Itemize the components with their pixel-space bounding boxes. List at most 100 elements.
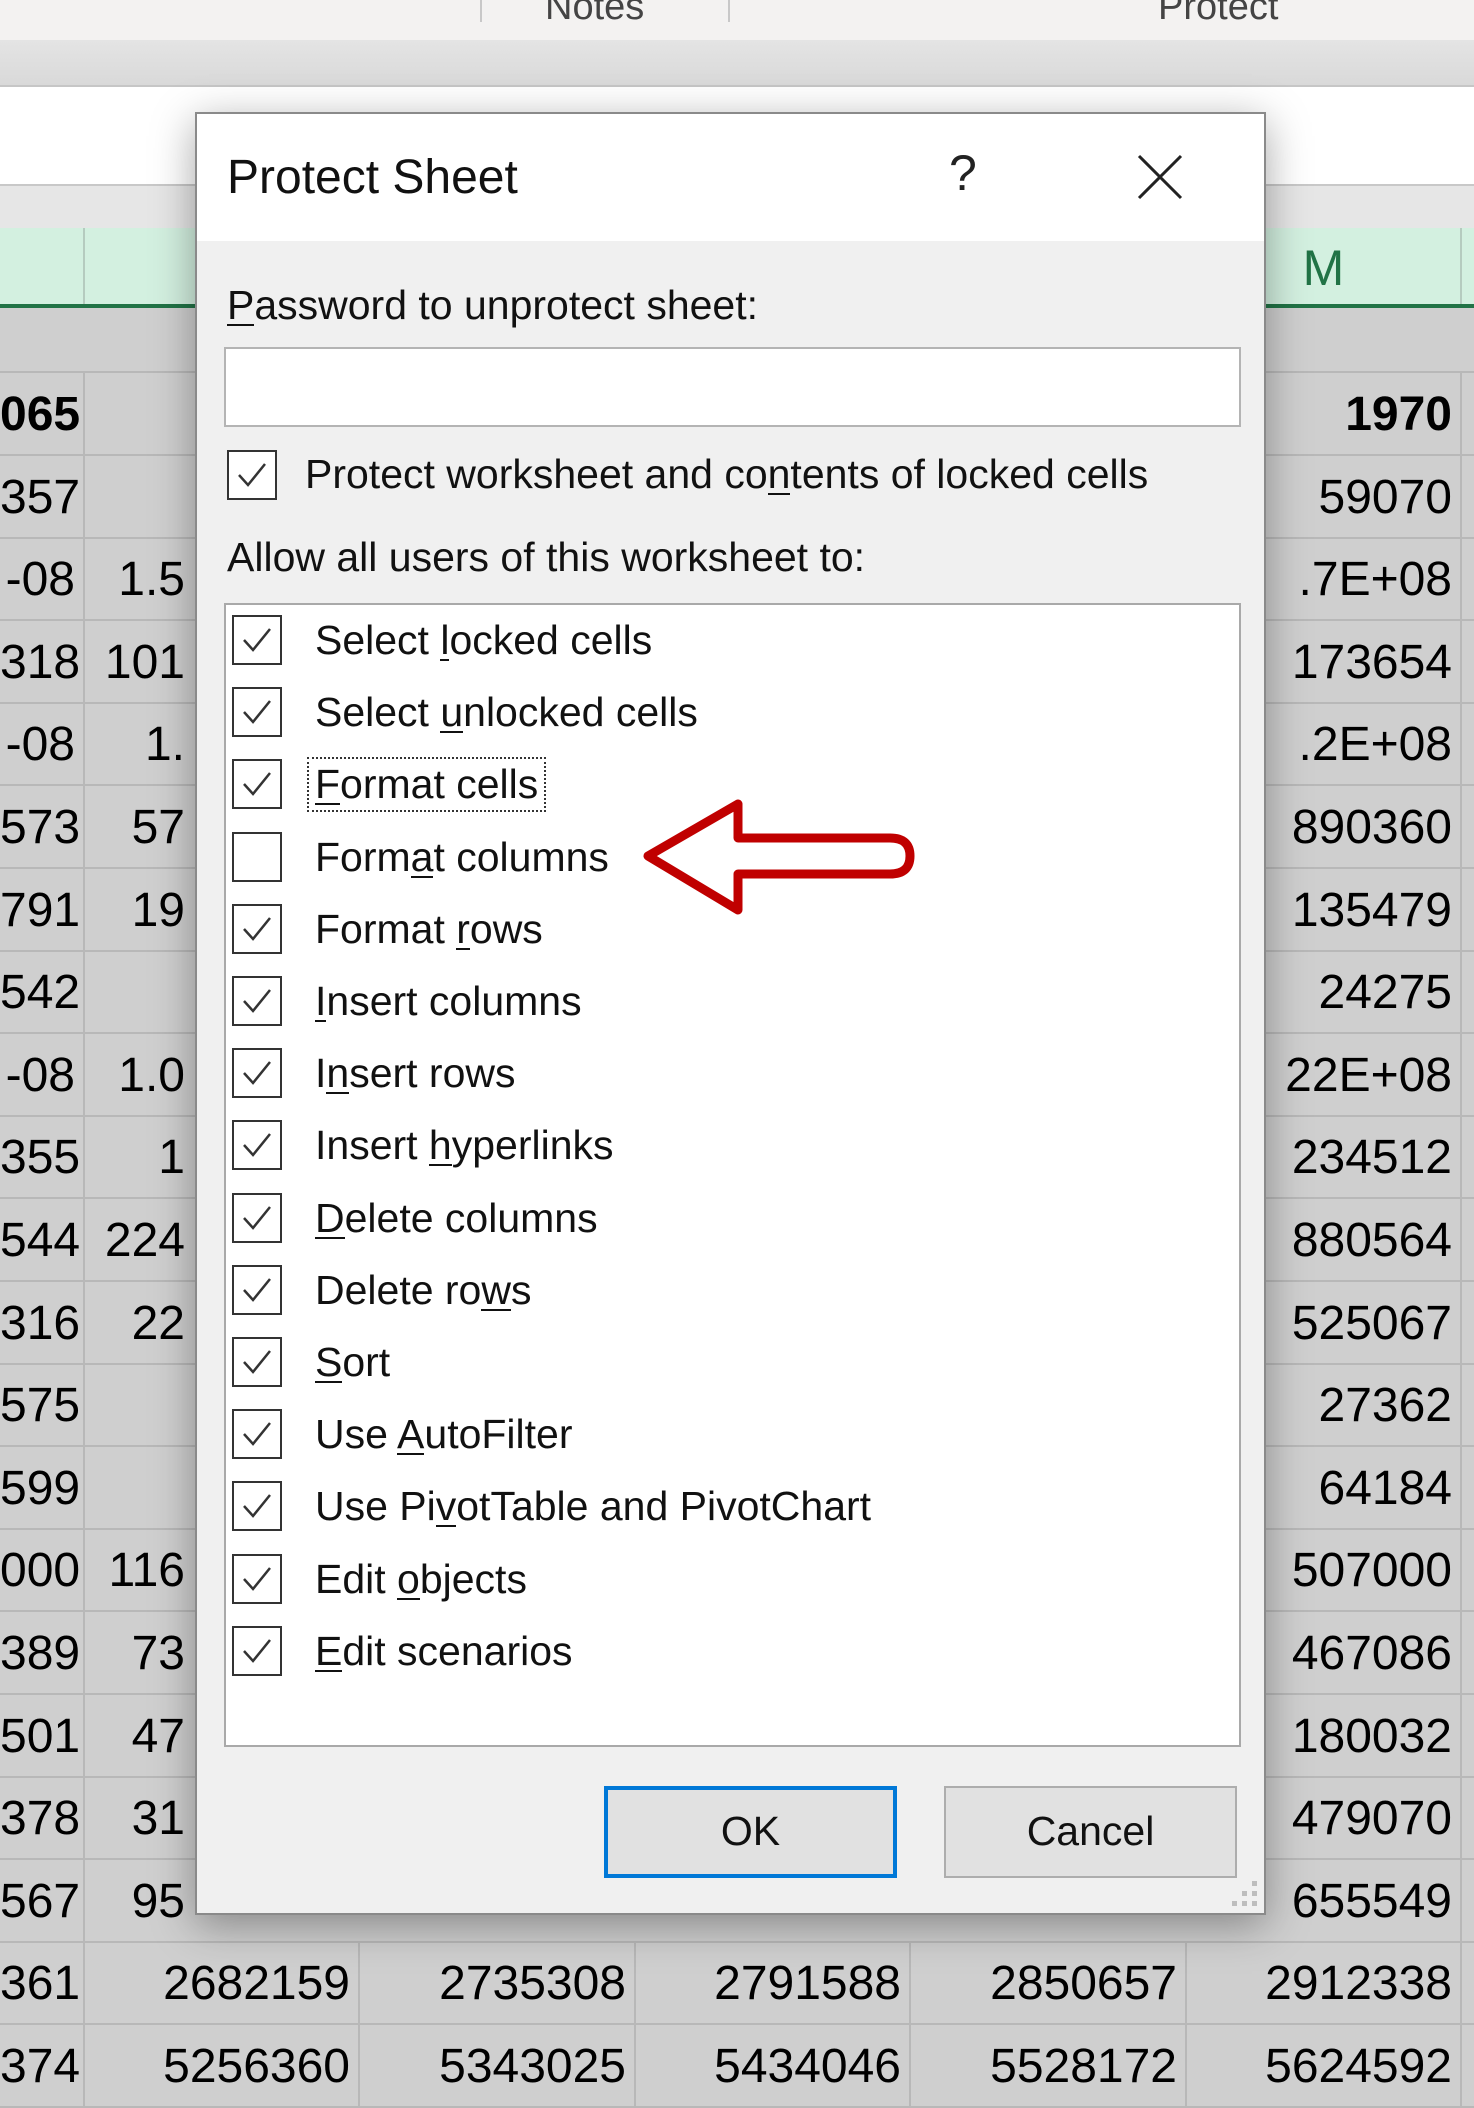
permission-checkbox[interactable] xyxy=(232,1192,282,1243)
permission-checkbox[interactable] xyxy=(232,1481,282,1532)
column-header[interactable]: M xyxy=(1187,228,1462,304)
permission-item[interactable]: Edit scenarios xyxy=(226,1625,1126,1686)
table-cell[interactable]: 2850657 xyxy=(911,1942,1187,2024)
table-cell[interactable]: 116 xyxy=(108,1544,185,1598)
table-cell[interactable] xyxy=(85,1447,193,1528)
table-cell[interactable]: 567 xyxy=(0,1859,85,1941)
permission-item[interactable]: Format rows xyxy=(226,903,1126,964)
table-cell[interactable] xyxy=(85,456,193,537)
table-cell[interactable]: -08 xyxy=(0,538,85,620)
ribbon-group-protect[interactable]: Protect xyxy=(1158,0,1279,28)
protect-contents-checkbox[interactable] xyxy=(227,450,277,500)
table-cell[interactable]: 234512 xyxy=(1187,1116,1462,1198)
table-cell[interactable]: 64184 xyxy=(1187,1446,1462,1528)
permission-item[interactable]: Format columns xyxy=(226,831,1126,892)
help-button[interactable]: ? xyxy=(949,145,977,201)
ok-button[interactable]: OK xyxy=(604,1786,897,1878)
ribbon-group-notes[interactable]: Notes xyxy=(545,0,645,28)
permission-checkbox[interactable] xyxy=(232,976,282,1026)
table-cell[interactable]: 59070 xyxy=(1187,455,1462,537)
table-cell[interactable]: 27362 xyxy=(1187,1364,1462,1446)
table-cell[interactable]: -08 xyxy=(0,703,85,785)
table-cell[interactable]: 575 xyxy=(0,1364,85,1446)
table-row[interactable]: 575 27362 xyxy=(0,1364,1474,1448)
table-cell[interactable]: 2682159 xyxy=(85,1942,360,2024)
permission-item[interactable]: Insert hyperlinks xyxy=(226,1120,1126,1180)
table-cell[interactable]: 24275 xyxy=(1187,951,1462,1033)
table-cell[interactable]: 22E+08 xyxy=(1187,1033,1462,1115)
table-cell[interactable]: 501 xyxy=(0,1694,85,1776)
permission-checkbox[interactable] xyxy=(232,903,282,954)
table-row[interactable]: 361 2682159 2735308 2791588 2850657 2912338 xyxy=(0,1942,1474,2026)
permission-item[interactable]: Insert rows xyxy=(226,1048,1126,1108)
column-header[interactable] xyxy=(0,228,85,304)
table-cell[interactable]: 542 xyxy=(0,951,85,1033)
table-cell[interactable]: 880564 xyxy=(1187,1199,1462,1280)
table-cell[interactable]: -08 xyxy=(0,1033,85,1115)
table-cell[interactable]: 389 xyxy=(0,1612,85,1693)
permission-item[interactable]: Delete columns xyxy=(226,1192,1126,1253)
table-cell[interactable]: 1.5 xyxy=(118,553,185,607)
close-button[interactable] xyxy=(1135,152,1185,202)
table-cell[interactable]: 374 xyxy=(0,2025,85,2106)
table-cell[interactable] xyxy=(85,373,193,454)
permission-checkbox[interactable] xyxy=(232,1264,282,1315)
resize-grip-icon[interactable] xyxy=(1230,1879,1260,1909)
table-cell[interactable]: 101 xyxy=(104,635,185,689)
table-cell[interactable]: 791 xyxy=(0,868,85,950)
permission-item[interactable]: Use AutoFilter xyxy=(226,1409,1126,1469)
table-cell[interactable]: 5624592 xyxy=(1187,2025,1462,2106)
table-cell[interactable]: 2735308 xyxy=(360,1942,636,2024)
table-cell[interactable]: 525067 xyxy=(1187,1281,1462,1363)
table-cell[interactable]: 22 xyxy=(131,1296,185,1350)
permission-checkbox[interactable] xyxy=(232,1120,282,1171)
table-cell[interactable]: 19 xyxy=(131,883,185,937)
password-input[interactable] xyxy=(224,347,1241,427)
permission-checkbox[interactable] xyxy=(232,615,282,665)
table-cell[interactable]: 1 xyxy=(158,1131,185,1185)
permission-item[interactable]: Delete rows xyxy=(226,1264,1126,1325)
table-cell[interactable]: 5256360 xyxy=(85,2025,360,2106)
table-cell[interactable] xyxy=(85,951,193,1032)
table-cell[interactable]: .2E+08 xyxy=(1187,703,1462,785)
table-cell[interactable]: 1970 xyxy=(1187,373,1462,454)
permission-checkbox[interactable] xyxy=(232,1553,282,1604)
table-cell[interactable]: 73 xyxy=(131,1627,185,1680)
table-cell[interactable] xyxy=(85,1364,193,1445)
table-cell[interactable]: 357 xyxy=(0,455,85,537)
table-cell[interactable]: 479070 xyxy=(1187,1777,1462,1859)
permission-checkbox[interactable] xyxy=(232,1048,282,1099)
table-cell[interactable]: 173654 xyxy=(1187,620,1462,702)
permission-item[interactable]: Insert columns xyxy=(226,976,1126,1036)
permission-checkbox[interactable] xyxy=(232,687,282,738)
permission-checkbox[interactable] xyxy=(232,1625,282,1676)
table-cell[interactable]: 57 xyxy=(131,801,185,854)
permission-item[interactable]: Select unlocked cells xyxy=(226,687,1126,747)
table-cell[interactable]: 316 xyxy=(0,1281,85,1363)
protect-contents-label[interactable]: Protect worksheet and contents of locked… xyxy=(305,451,1149,497)
table-cell[interactable]: 5528172 xyxy=(911,2025,1187,2106)
permissions-list[interactable]: Select locked cells Select unlocked cells… xyxy=(224,603,1241,1747)
table-cell[interactable]: 378 xyxy=(0,1777,85,1859)
table-cell[interactable]: 355 xyxy=(0,1116,85,1198)
cancel-button[interactable]: Cancel xyxy=(944,1786,1237,1878)
table-cell[interactable]: 135479 xyxy=(1187,868,1462,950)
table-cell[interactable]: 5434046 xyxy=(636,2025,911,2106)
permission-checkbox[interactable] xyxy=(232,831,282,882)
table-cell[interactable]: 599 xyxy=(0,1446,85,1528)
table-cell[interactable]: 1. xyxy=(144,718,185,772)
table-cell[interactable]: .7E+08 xyxy=(1187,538,1462,620)
table-cell[interactable]: 573 xyxy=(0,786,85,867)
table-row[interactable]: 567 95 655549 xyxy=(0,1859,1474,1943)
table-cell[interactable]: 467086 xyxy=(1187,1612,1462,1693)
permission-item[interactable]: Edit objects xyxy=(226,1553,1126,1614)
permission-item[interactable]: Use PivotTable and PivotChart xyxy=(226,1481,1126,1541)
table-cell[interactable]: 5343025 xyxy=(360,2025,636,2106)
table-cell[interactable]: 655549 xyxy=(1187,1859,1462,1941)
table-cell[interactable]: 544 xyxy=(0,1199,85,1280)
permission-item[interactable]: Sort xyxy=(226,1337,1126,1397)
table-cell[interactable]: 065 xyxy=(0,373,85,454)
table-cell[interactable]: 507000 xyxy=(1187,1529,1462,1611)
permission-checkbox[interactable] xyxy=(232,1337,282,1387)
table-row[interactable]: 374 5256360 5343025 5434046 5528172 5624592 xyxy=(0,2025,1474,2108)
